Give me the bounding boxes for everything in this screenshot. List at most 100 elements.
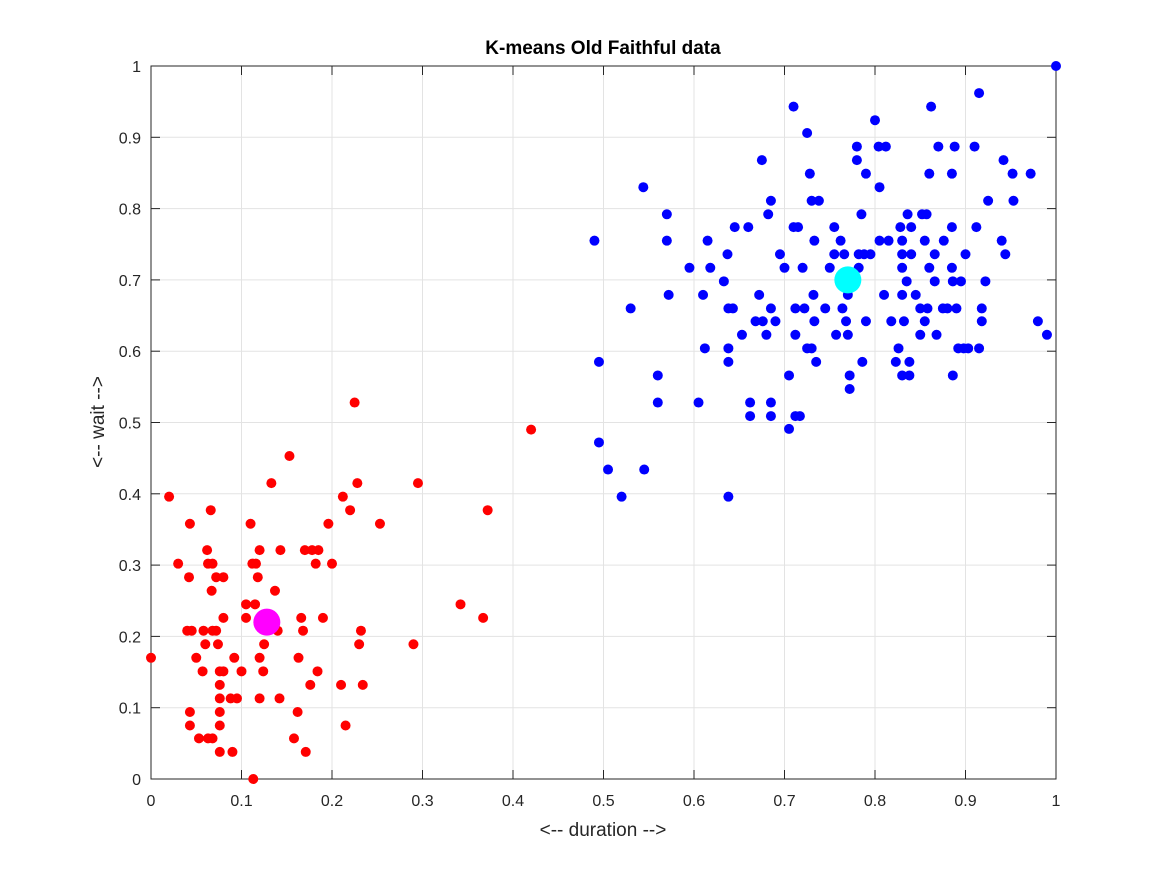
- data-point: [883, 235, 894, 246]
- data-point: [915, 303, 926, 314]
- data-point: [835, 235, 846, 246]
- y-tick-labels: 0 0.1 0.2 0.3 0.4 0.5 0.6 0.7 0.8 0.9 1: [119, 59, 141, 789]
- data-point: [901, 276, 912, 287]
- data-point: [804, 168, 815, 179]
- data-point: [904, 370, 915, 381]
- axes: [150, 65, 1057, 780]
- data-point: [207, 733, 218, 744]
- data-point: [824, 262, 835, 273]
- data-point: [974, 343, 985, 354]
- centroid-1: [253, 608, 281, 636]
- data-point: [844, 370, 855, 381]
- data-point: [837, 303, 848, 314]
- data-point: [146, 652, 156, 663]
- data-point: [705, 262, 716, 273]
- y-tick-label: 0.6: [119, 344, 141, 361]
- data-point: [327, 558, 337, 569]
- data-point: [851, 155, 862, 166]
- centroids: [253, 266, 862, 636]
- y-tick-label: 1: [132, 59, 141, 76]
- data-point: [919, 235, 930, 246]
- data-point: [218, 666, 229, 677]
- data-point: [879, 289, 890, 300]
- data-point: [870, 115, 880, 126]
- data-point: [794, 411, 805, 422]
- y-tick-label: 0.4: [119, 487, 141, 504]
- data-point: [886, 316, 897, 327]
- data-point: [352, 478, 363, 489]
- data-point: [765, 303, 776, 314]
- data-point: [218, 572, 229, 583]
- data-point: [1007, 168, 1018, 179]
- data-point: [296, 612, 307, 623]
- data-point: [593, 356, 604, 367]
- data-point: [250, 599, 261, 610]
- data-point: [839, 249, 850, 260]
- data-point: [998, 155, 1009, 166]
- y-tick-label: 0.3: [119, 558, 141, 575]
- data-point: [305, 679, 316, 690]
- data-point: [184, 720, 195, 731]
- data-point: [844, 383, 855, 394]
- data-point: [960, 249, 971, 260]
- y-tick-label: 0: [132, 772, 141, 789]
- data-point: [790, 329, 801, 340]
- data-point: [173, 558, 184, 569]
- data-point: [1008, 195, 1019, 206]
- data-point: [915, 329, 926, 340]
- data-point: [963, 343, 974, 354]
- data-point: [1025, 168, 1036, 179]
- data-point: [206, 585, 217, 596]
- data-point: [865, 249, 876, 260]
- data-point: [933, 141, 944, 152]
- data-point: [211, 572, 222, 583]
- data-point: [851, 141, 862, 152]
- x-tick-label: 0: [147, 793, 156, 810]
- data-point: [340, 720, 351, 731]
- data-point: [214, 693, 225, 704]
- data-point: [292, 706, 303, 717]
- data-point: [829, 222, 840, 233]
- data-point: [897, 249, 908, 260]
- y-axis-label: <-- wait -->: [88, 376, 109, 468]
- data-point: [770, 316, 781, 327]
- data-point: [756, 155, 767, 166]
- data-point: [702, 235, 713, 246]
- data-point: [774, 249, 785, 260]
- x-axis-label: <-- duration -->: [540, 820, 667, 841]
- data-point: [971, 222, 982, 233]
- data-point: [200, 639, 211, 650]
- data-point: [250, 558, 261, 569]
- data-point: [482, 505, 493, 516]
- data-point: [841, 316, 852, 327]
- data-point: [248, 774, 259, 784]
- data-point: [186, 625, 197, 636]
- data-point: [897, 370, 908, 381]
- data-point: [254, 693, 265, 704]
- data-point: [589, 235, 600, 246]
- data-point: [763, 209, 774, 220]
- data-series: [146, 61, 1061, 784]
- data-point: [299, 545, 310, 556]
- data-point: [184, 572, 195, 583]
- data-point: [252, 572, 263, 583]
- data-point: [184, 518, 195, 529]
- data-point: [616, 491, 627, 502]
- data-point: [906, 222, 917, 233]
- data-point: [214, 679, 225, 690]
- data-point: [754, 289, 765, 300]
- data-point: [693, 397, 704, 408]
- data-point: [784, 423, 795, 434]
- data-point: [874, 182, 885, 193]
- data-point: [983, 195, 994, 206]
- data-point: [897, 235, 908, 246]
- data-point: [745, 397, 756, 408]
- data-point: [806, 343, 817, 354]
- data-point: [860, 168, 871, 179]
- y-tick-label: 0.8: [119, 202, 141, 219]
- data-point: [661, 235, 672, 246]
- data-point: [214, 746, 225, 757]
- data-point: [1051, 61, 1061, 71]
- data-point: [300, 746, 311, 757]
- data-point: [355, 625, 366, 636]
